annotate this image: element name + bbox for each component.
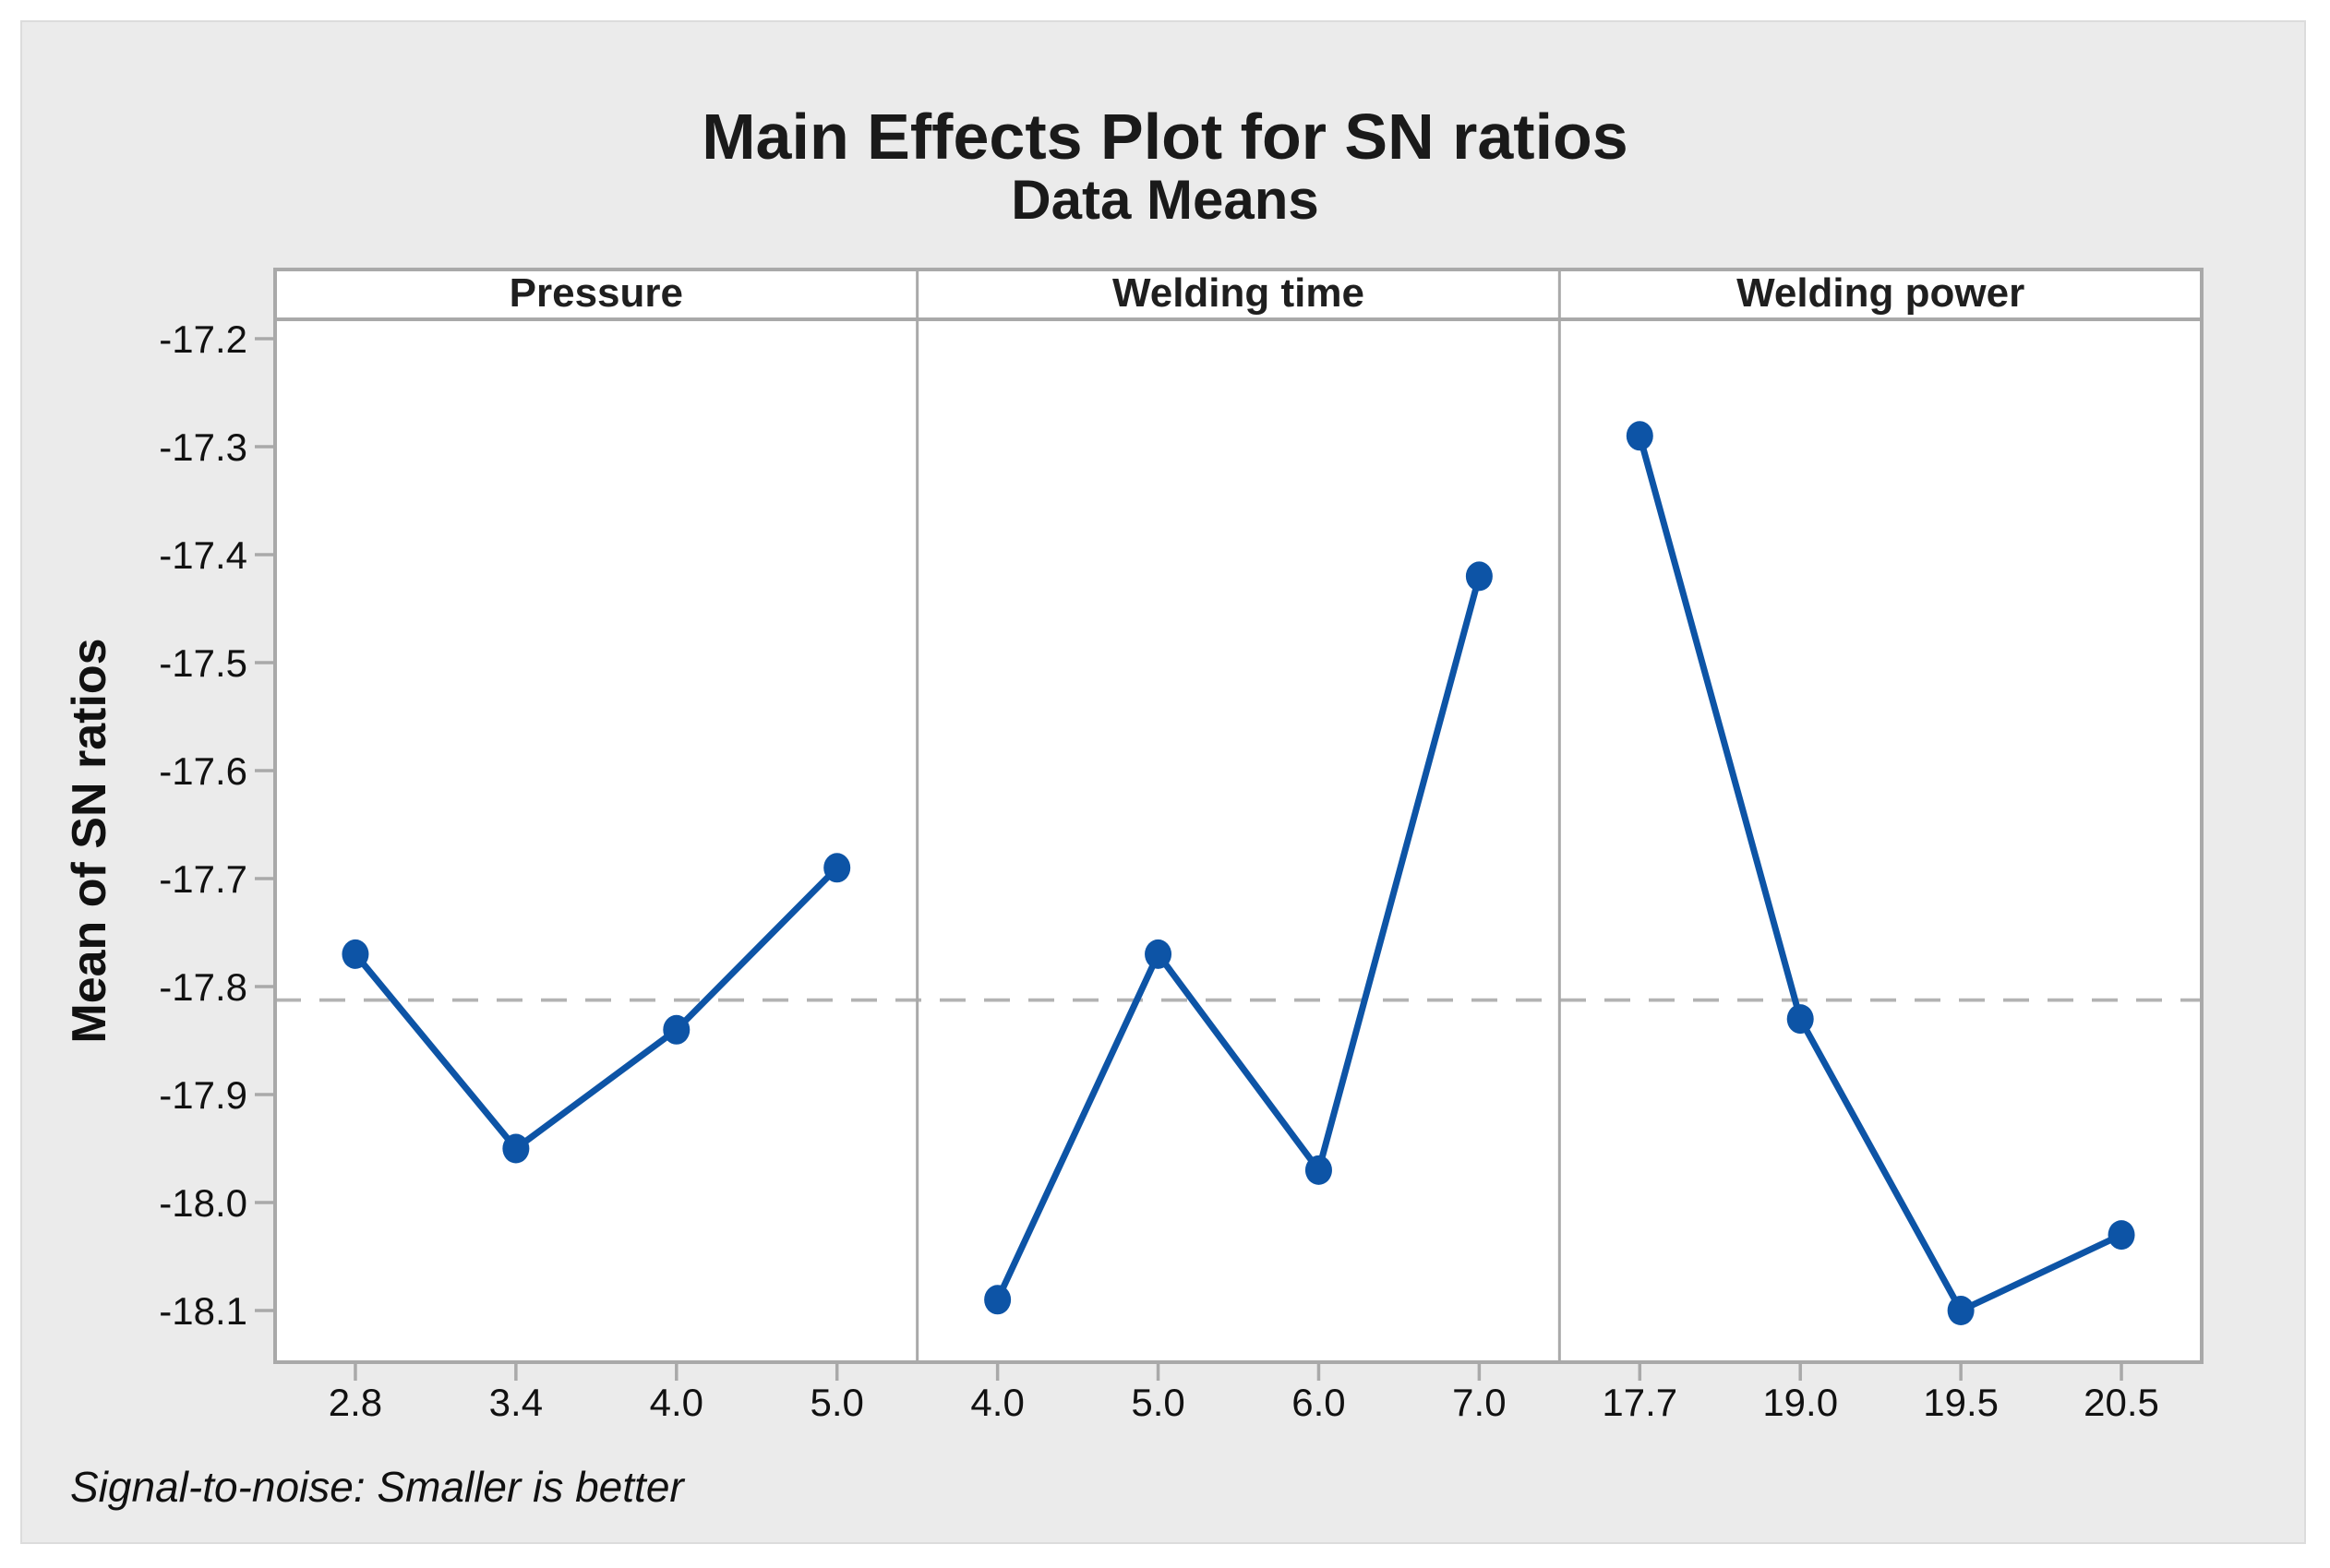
footnote: Signal-to-noise: Smaller is better [70, 1463, 684, 1511]
x-tick-label: 3.4 [489, 1381, 543, 1424]
data-point [1786, 1004, 1814, 1035]
x-tick-label: 17.7 [1602, 1381, 1677, 1424]
y-tick-label: -17.9 [159, 1073, 247, 1117]
y-tick-label: -18.0 [159, 1181, 247, 1225]
x-tick-label: 2.8 [329, 1381, 382, 1424]
plot-frame [273, 268, 2204, 1364]
x-tick-label: 4.0 [970, 1381, 1024, 1424]
data-point [1304, 1155, 1332, 1185]
plot-background [275, 269, 2202, 1362]
x-tick-label: 19.5 [1923, 1381, 1999, 1424]
series-line [352, 864, 841, 1152]
y-tick-label: -18.1 [159, 1289, 247, 1333]
y-tick-label: -17.3 [159, 425, 247, 469]
series-line [994, 572, 1483, 1303]
y-tick-label: -17.7 [159, 857, 247, 901]
y-tick-label: -17.2 [159, 317, 247, 361]
series-line [1636, 432, 2125, 1314]
x-tick-label: 4.0 [650, 1381, 703, 1424]
panel-header: Welding power [1736, 270, 2024, 316]
data-point [2108, 1220, 2135, 1251]
data-point [663, 1014, 691, 1045]
y-tick-label: -17.5 [159, 641, 247, 685]
data-point [342, 939, 369, 969]
y-tick-label: -17.6 [159, 749, 247, 793]
y-tick-label: -17.4 [159, 533, 247, 577]
data-point [984, 1285, 1012, 1315]
x-tick-label: 5.0 [811, 1381, 864, 1424]
x-tick-label: 5.0 [1131, 1381, 1184, 1424]
data-point [502, 1133, 530, 1164]
panel-header: Welding time [1112, 270, 1364, 316]
data-point [1465, 561, 1493, 592]
data-point [1947, 1296, 1975, 1325]
x-tick-label: 19.0 [1762, 1381, 1838, 1424]
chart-subtitle: Data Means [1011, 169, 1319, 231]
data-point [823, 853, 851, 883]
data-point [1626, 421, 1653, 451]
y-tick-label: -17.8 [159, 965, 247, 1009]
data-point [1145, 939, 1172, 969]
x-tick-label: 20.5 [2084, 1381, 2159, 1424]
x-tick-label: 6.0 [1291, 1381, 1345, 1424]
panel-header: Pressure [510, 270, 683, 316]
x-tick-label: 7.0 [1452, 1381, 1506, 1424]
chart-title: Main Effects Plot for SN ratios [702, 101, 1628, 173]
